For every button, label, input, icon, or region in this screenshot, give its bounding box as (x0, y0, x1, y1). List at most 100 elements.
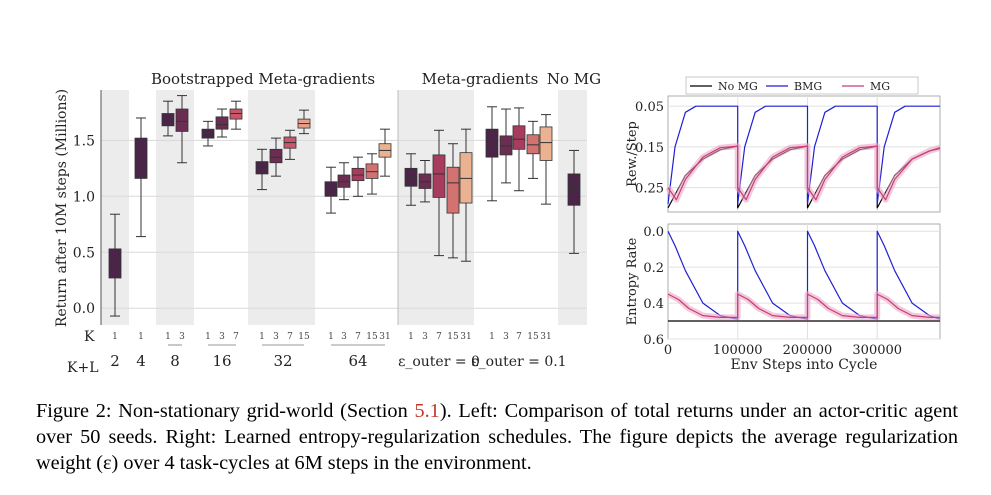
box (351, 167, 365, 182)
caption-text-start: Figure 2: Non-stationary grid-world (Sec… (36, 400, 415, 422)
k-tick-label: 1 (489, 332, 495, 342)
box (567, 173, 581, 206)
box (161, 113, 175, 127)
box (324, 181, 338, 197)
y-tick-label: 0.0 (643, 225, 664, 240)
k-tick-label: 3 (341, 332, 347, 342)
kl-label: 16 (212, 352, 231, 370)
box (255, 161, 269, 175)
box (201, 128, 215, 139)
k-tick-label: 7 (233, 332, 239, 342)
box (459, 152, 473, 204)
box (526, 134, 540, 155)
y-tick-label: 0.5 (73, 245, 95, 261)
caption-text-end: ). Left: Comparison of total returns und… (36, 400, 958, 474)
series-line-mg (667, 293, 940, 318)
kl-label: 64 (348, 352, 367, 370)
kl-label: 8 (170, 352, 180, 370)
box (446, 166, 460, 214)
y-tick-label: 0.15 (635, 141, 664, 156)
x-tick-label: 0 (664, 343, 672, 358)
group-shade (398, 90, 474, 325)
k-tick-label: 3 (422, 332, 428, 342)
box (108, 248, 122, 279)
k-tick-label: 3 (179, 332, 185, 342)
box (215, 116, 229, 130)
y-tick-label: 0.4 (643, 297, 664, 312)
x-tick-label: 300000 (852, 343, 902, 358)
k-tick-label: 31 (540, 332, 551, 342)
box (512, 125, 526, 150)
box (539, 126, 553, 161)
box (365, 163, 379, 179)
box (134, 137, 148, 179)
k-tick-label: 31 (379, 332, 390, 342)
box (432, 154, 446, 198)
k-tick-label: 1 (408, 332, 414, 342)
series-line-bmg (667, 230, 941, 320)
y-tick-label: 0.05 (635, 100, 664, 115)
epsilon-outer-label: ε_outer = 0.1 (471, 354, 566, 370)
section-reference-link[interactable]: 5.1 (414, 400, 440, 422)
kl-label: 2 (110, 352, 120, 370)
y-axis-label: Rew./Step (625, 121, 640, 187)
figure-caption: Figure 2: Non-stationary grid-world (Sec… (36, 398, 958, 476)
k-tick-label: 7 (355, 332, 361, 342)
k-tick-label: 1 (112, 332, 118, 342)
k-tick-label: 15 (447, 332, 459, 342)
x-axis-label: Env Steps into Cycle (731, 357, 878, 373)
k-tick-label: 1 (165, 332, 171, 342)
box (485, 128, 499, 158)
kl-label: 32 (273, 352, 292, 370)
kl-row-label: K+L (67, 360, 99, 376)
y-tick-label: 0.6 (643, 333, 664, 348)
k-tick-label: 3 (219, 332, 225, 342)
group-title-bmg: Bootstrapped Meta-gradients (151, 70, 375, 88)
y-tick-label: 0.25 (635, 182, 664, 197)
box (175, 108, 189, 132)
series-line-mg (667, 145, 941, 201)
k-tick-label: 7 (287, 332, 293, 342)
k-tick-label: 3 (273, 332, 279, 342)
box (269, 148, 283, 164)
x-tick-label: 200000 (783, 343, 833, 358)
legend-label: BMG (794, 80, 822, 93)
k-tick-label: 15 (366, 332, 378, 342)
y-axis-label: Entropy Rate (625, 237, 640, 325)
k-tick-label: 1 (138, 332, 144, 342)
y-tick-label: 0.2 (643, 261, 664, 276)
group-title-nomg: No MG (547, 70, 601, 88)
k-tick-label: 1 (259, 332, 265, 342)
plot-area (667, 223, 941, 340)
k-tick-label: 7 (436, 332, 442, 342)
box (229, 108, 243, 120)
k-tick-label: 7 (516, 332, 522, 342)
reward-per-step-panel: 0.25 0.15 0.05 Rew./Step No MG BMG MG (625, 76, 941, 213)
group-shade (558, 90, 587, 325)
legend-label: No MG (718, 80, 758, 93)
kl-label: 4 (136, 352, 146, 370)
box (337, 174, 351, 188)
k-tick-label: 1 (328, 332, 334, 342)
legend-box (685, 76, 919, 95)
k-tick-label: 15 (527, 332, 539, 342)
k-tick-label: 31 (460, 332, 471, 342)
k-row-label: K (84, 329, 95, 345)
box (499, 135, 513, 156)
y-tick-label: 1.0 (73, 189, 95, 205)
k-tick-label: 3 (503, 332, 509, 342)
y-axis-label: Return after 10M steps (Millions) (54, 89, 70, 327)
y-tick-label: 0.0 (73, 301, 95, 317)
box (404, 167, 418, 187)
box (418, 173, 432, 189)
x-tick-label: 100000 (713, 343, 763, 358)
k-tick-label: 1 (205, 332, 211, 342)
y-tick-label: 1.5 (73, 133, 95, 149)
group-title-mg: Meta-gradients (422, 70, 539, 88)
k-tick-label: 15 (298, 332, 310, 342)
epsilon-outer-label: ε_outer = 0 (398, 354, 480, 370)
legend-label: MG (870, 80, 890, 93)
